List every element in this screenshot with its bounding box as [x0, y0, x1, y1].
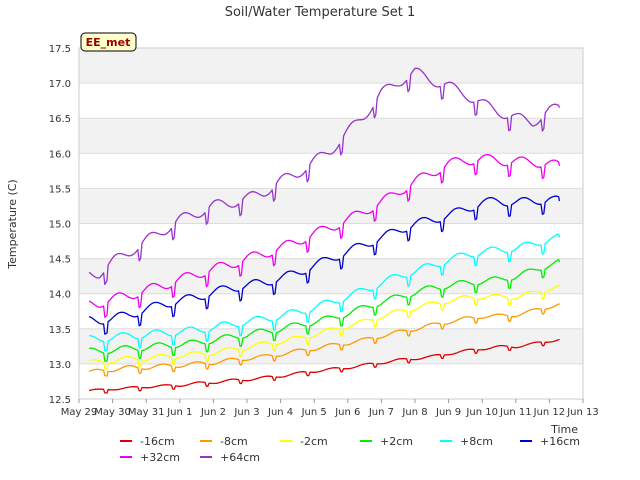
y-tick-label: 15.5 [49, 184, 71, 195]
x-tick-label: Jun 5 [301, 407, 327, 418]
y-axis-label: Temperature (C) [6, 179, 19, 269]
x-tick-label: May 30 [94, 407, 131, 418]
y-tick-label: 16.0 [49, 149, 71, 160]
y-tick-labels: 12.5 13.0 13.5 14.0 14.5 15.0 15.5 16.0 16.5 17.0… [49, 44, 71, 406]
plot-band [79, 258, 583, 294]
plot-band [79, 293, 583, 329]
plot-band [79, 83, 583, 119]
legend-label: +32cm [140, 451, 180, 464]
legend-item: -2cm [280, 435, 328, 448]
legend-item: +8cm [440, 435, 493, 448]
plot-band [79, 118, 583, 154]
legend-label: -16cm [140, 435, 175, 448]
y-tick-label: 14.5 [49, 255, 71, 266]
series-line-2cm [88, 284, 561, 371]
legend-item: +2cm [360, 435, 413, 448]
x-tick-label: Jun 6 [334, 407, 360, 418]
series-line-8cm [89, 233, 561, 352]
x-tick-label: May 29 [61, 407, 98, 418]
legend-label: +8cm [460, 435, 493, 448]
x-tick-label: Jun 12 [533, 407, 566, 418]
plot-frame [78, 47, 584, 400]
legend-item: -8cm [200, 435, 248, 448]
x-tick-label: Jun 4 [267, 407, 293, 418]
legend-label: -2cm [300, 435, 328, 448]
legend-label: +16cm [540, 435, 580, 448]
y-tick-label: 14.0 [49, 290, 71, 301]
plot-band [79, 363, 583, 399]
x-tick-label: Jun 11 [499, 407, 532, 418]
legend-item: -16cm [120, 435, 175, 448]
x-tick-label: Jun 13 [566, 407, 599, 418]
plot-band [79, 48, 583, 84]
legend: -16cm -8cm -2cm +2cm +8cm +16cm +32cm +64cm [120, 435, 580, 464]
legend-label: +2cm [380, 435, 413, 448]
y-tick-label: 13.0 [49, 360, 71, 371]
x-tick-label: Jun 8 [401, 407, 427, 418]
chart-title: Soil/Water Temperature Set 1 [225, 5, 416, 20]
plot-band [79, 188, 583, 224]
y-tick-label: 15.0 [49, 220, 71, 231]
x-tick-label: May 31 [128, 407, 165, 418]
legend-label: +64cm [220, 451, 260, 464]
x-tick-label: Jun 9 [435, 407, 461, 418]
legend-item: +32cm [120, 451, 180, 464]
y-tick-label: 16.5 [49, 114, 71, 125]
series-line-2cm [88, 258, 561, 362]
x-axis-label: Time [550, 423, 578, 436]
series-line-8cm [88, 303, 560, 377]
legend-item: +16cm [520, 435, 580, 448]
site-label-box: EE_met [80, 32, 137, 52]
x-tick-label: Jun 7 [368, 407, 394, 418]
site-label: EE_met [86, 36, 131, 49]
legend-item: +64cm [200, 451, 260, 464]
series-line-16cm [88, 195, 561, 335]
plot-band [79, 153, 583, 189]
x-tick-label: Jun 2 [200, 407, 226, 418]
y-tick-label: 13.5 [49, 325, 71, 336]
legend-label: -8cm [220, 435, 248, 448]
y-tick-label: 12.5 [49, 395, 71, 406]
plot-background-bands [79, 48, 583, 399]
y-tick-label: 17.0 [49, 79, 71, 90]
x-tick-label: Jun 3 [233, 407, 259, 418]
series-line-64cm [88, 67, 561, 286]
series-line-16cm [88, 338, 560, 394]
y-tick-label: 17.5 [49, 44, 71, 55]
x-tick-label: Jun 1 [166, 407, 192, 418]
series-lines [88, 67, 561, 394]
series-line-32cm [88, 153, 561, 318]
x-tick-label: Jun 10 [465, 407, 498, 418]
